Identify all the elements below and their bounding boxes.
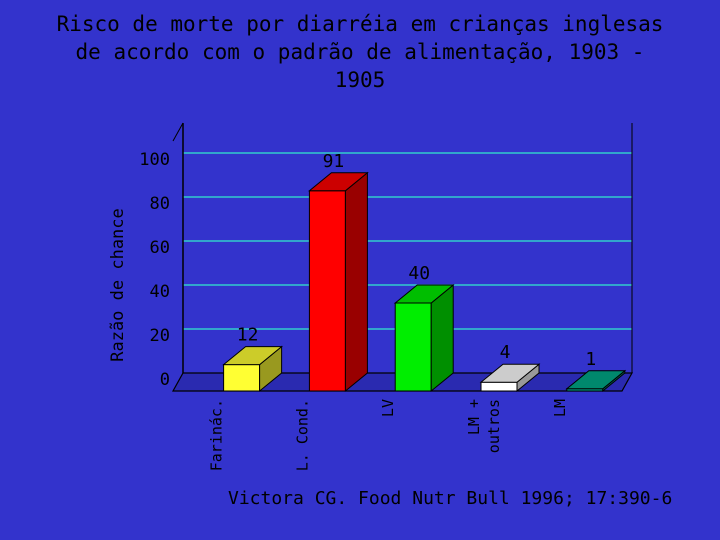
bar [308, 190, 346, 392]
bar-side [344, 171, 368, 393]
data-label: 91 [323, 151, 345, 172]
data-label: 4 [500, 342, 511, 363]
y-tick-label: 100 [139, 150, 170, 170]
bar-top [565, 370, 627, 390]
bar [223, 364, 261, 392]
y-tick-label: 40 [150, 282, 170, 302]
y-tick-label: 0 [160, 370, 170, 390]
title-line: 1905 [334, 68, 386, 92]
category-label: LM [551, 399, 569, 417]
title-line: Risco de morte por diarréia em crianças … [56, 12, 664, 36]
category-label: LV [379, 399, 397, 417]
data-label: 40 [408, 263, 430, 284]
source-citation: Victora CG. Food Nutr Bull 1996; 17:390-… [228, 488, 673, 509]
depth-edge [172, 122, 184, 142]
category-label: L. Cond. [293, 399, 311, 471]
bar-top [393, 284, 455, 304]
y-tick-label: 20 [150, 326, 170, 346]
bar-top [308, 172, 369, 192]
bar [394, 302, 432, 392]
category-label: outros [485, 399, 503, 453]
y-tick-label: 60 [150, 238, 170, 258]
category-label: LM + [465, 399, 483, 435]
category-label: Farinác. [208, 399, 226, 471]
bar-top [479, 363, 541, 383]
bar [480, 381, 518, 392]
data-label: 12 [237, 325, 259, 346]
y-tick-label: 80 [150, 194, 170, 214]
title-line: de acordo com o padrão de alimentação, 1… [75, 40, 645, 64]
bar-top [222, 346, 284, 366]
data-label: 1 [585, 349, 596, 370]
chart-title: Risco de morte por diarréia em crianças … [40, 10, 680, 94]
